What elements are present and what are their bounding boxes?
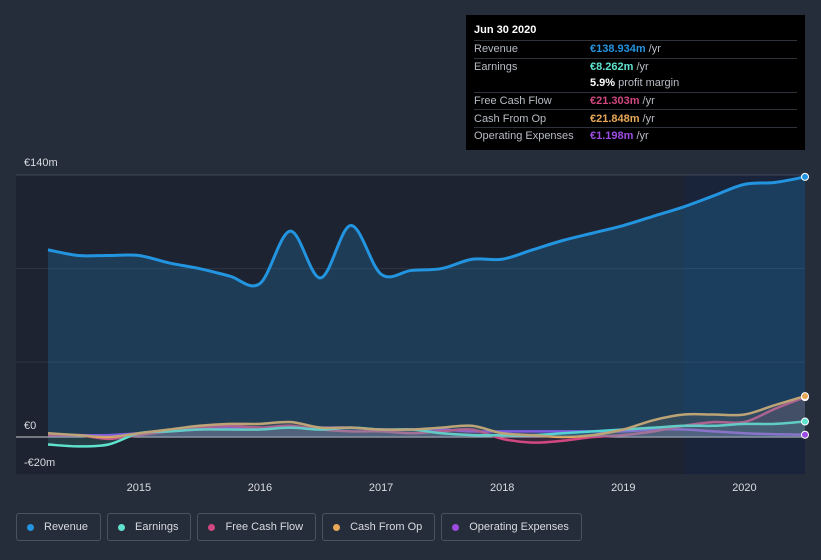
x-tick-label: 2015: [127, 482, 151, 494]
x-tick-label: 2018: [490, 482, 514, 494]
legend: Revenue Earnings Free Cash Flow Cash Fro…: [16, 513, 582, 541]
plot-background: [16, 175, 805, 474]
tooltip-label: Earnings: [474, 60, 518, 73]
tooltip-row-cfo: Cash From Op €21.848m /yr: [474, 109, 797, 127]
tooltip-label: Cash From Op: [474, 112, 547, 125]
series-layer: [47, 175, 806, 448]
legend-item-free-cash-flow[interactable]: Free Cash Flow: [197, 513, 317, 541]
tooltip-unit: profit margin: [618, 77, 680, 90]
legend-dot-icon: [333, 523, 341, 531]
tooltip-unit: /yr: [642, 95, 655, 108]
legend-item-operating-expenses[interactable]: Operating Expenses: [441, 513, 582, 541]
tooltip: Jun 30 2020 Revenue €138.934m /yr Earnin…: [466, 15, 805, 150]
earnings-area: [48, 421, 805, 447]
tooltip-row-margin: 5.9% profit margin: [474, 75, 797, 92]
tooltip-row-fcf: Free Cash Flow €21.303m /yr: [474, 91, 797, 110]
tooltip-value: 5.9%: [590, 77, 616, 90]
revenue-line: [47, 175, 806, 288]
tooltip-label: Free Cash Flow: [474, 95, 552, 108]
legend-label: Operating Expenses: [469, 521, 569, 533]
legend-label: Cash From Op: [350, 521, 423, 533]
x-tick-label: 2019: [611, 482, 635, 494]
x-tick-label: 2016: [248, 482, 272, 494]
revenue-end-marker: [801, 172, 809, 181]
tooltip-unit: /yr: [648, 43, 661, 56]
earnings-end-marker: [801, 417, 809, 426]
legend-label: Revenue: [44, 521, 89, 533]
cash-from-op-area: [48, 396, 805, 438]
y-tick-label: €140m: [24, 157, 58, 169]
tooltip-value: €21.848m: [590, 112, 640, 125]
operating-expenses-end-marker: [801, 430, 809, 439]
x-tick-label: 2020: [732, 482, 756, 494]
tooltip-unit: /yr: [636, 60, 649, 73]
end-markers: [801, 172, 809, 439]
y-axis: €140m €0 -€20m: [24, 157, 58, 469]
legend-label: Free Cash Flow: [225, 521, 304, 533]
x-tick-label: 2017: [369, 482, 393, 494]
tooltip-date: Jun 30 2020: [474, 24, 537, 36]
tooltip-value: €8.262m: [590, 60, 634, 73]
legend-dot-icon: [208, 523, 216, 531]
revenue-area: [48, 176, 805, 437]
tooltip-label: Revenue: [474, 43, 519, 56]
y-tick-label: -€20m: [24, 457, 55, 469]
gridlines: [16, 174, 805, 438]
legend-dot-icon: [452, 523, 460, 531]
x-axis: 2015 2016 2017 2018 2019 2020: [127, 482, 757, 494]
tooltip-value: €138.934m: [590, 43, 646, 56]
legend-item-cash-from-op[interactable]: Cash From Op: [322, 513, 436, 541]
cash-from-op-end-marker: [801, 392, 809, 401]
cash-from-op-line: [47, 394, 806, 439]
legend-label: Earnings: [135, 521, 179, 533]
tooltip-unit: /yr: [642, 112, 655, 125]
tooltip-value: €1.198m: [590, 130, 634, 143]
tooltip-row-earnings: Earnings €8.262m /yr: [474, 57, 797, 76]
legend-dot-icon: [118, 523, 126, 531]
earnings-line: [47, 420, 806, 448]
legend-dot-icon: [27, 523, 34, 531]
tooltip-unit: /yr: [636, 130, 649, 143]
tooltip-row-opex: Operating Expenses €1.198m /yr: [474, 126, 797, 145]
legend-item-revenue[interactable]: Revenue: [16, 513, 102, 541]
free-cash-flow-area: [48, 397, 805, 443]
tooltip-label: Operating Expenses: [474, 130, 574, 143]
y-tick-label: €0: [24, 420, 36, 432]
legend-item-earnings[interactable]: Earnings: [107, 513, 192, 541]
tooltip-row-revenue: Revenue €138.934m /yr: [474, 40, 797, 58]
tooltip-value: €21.303m: [590, 95, 640, 108]
